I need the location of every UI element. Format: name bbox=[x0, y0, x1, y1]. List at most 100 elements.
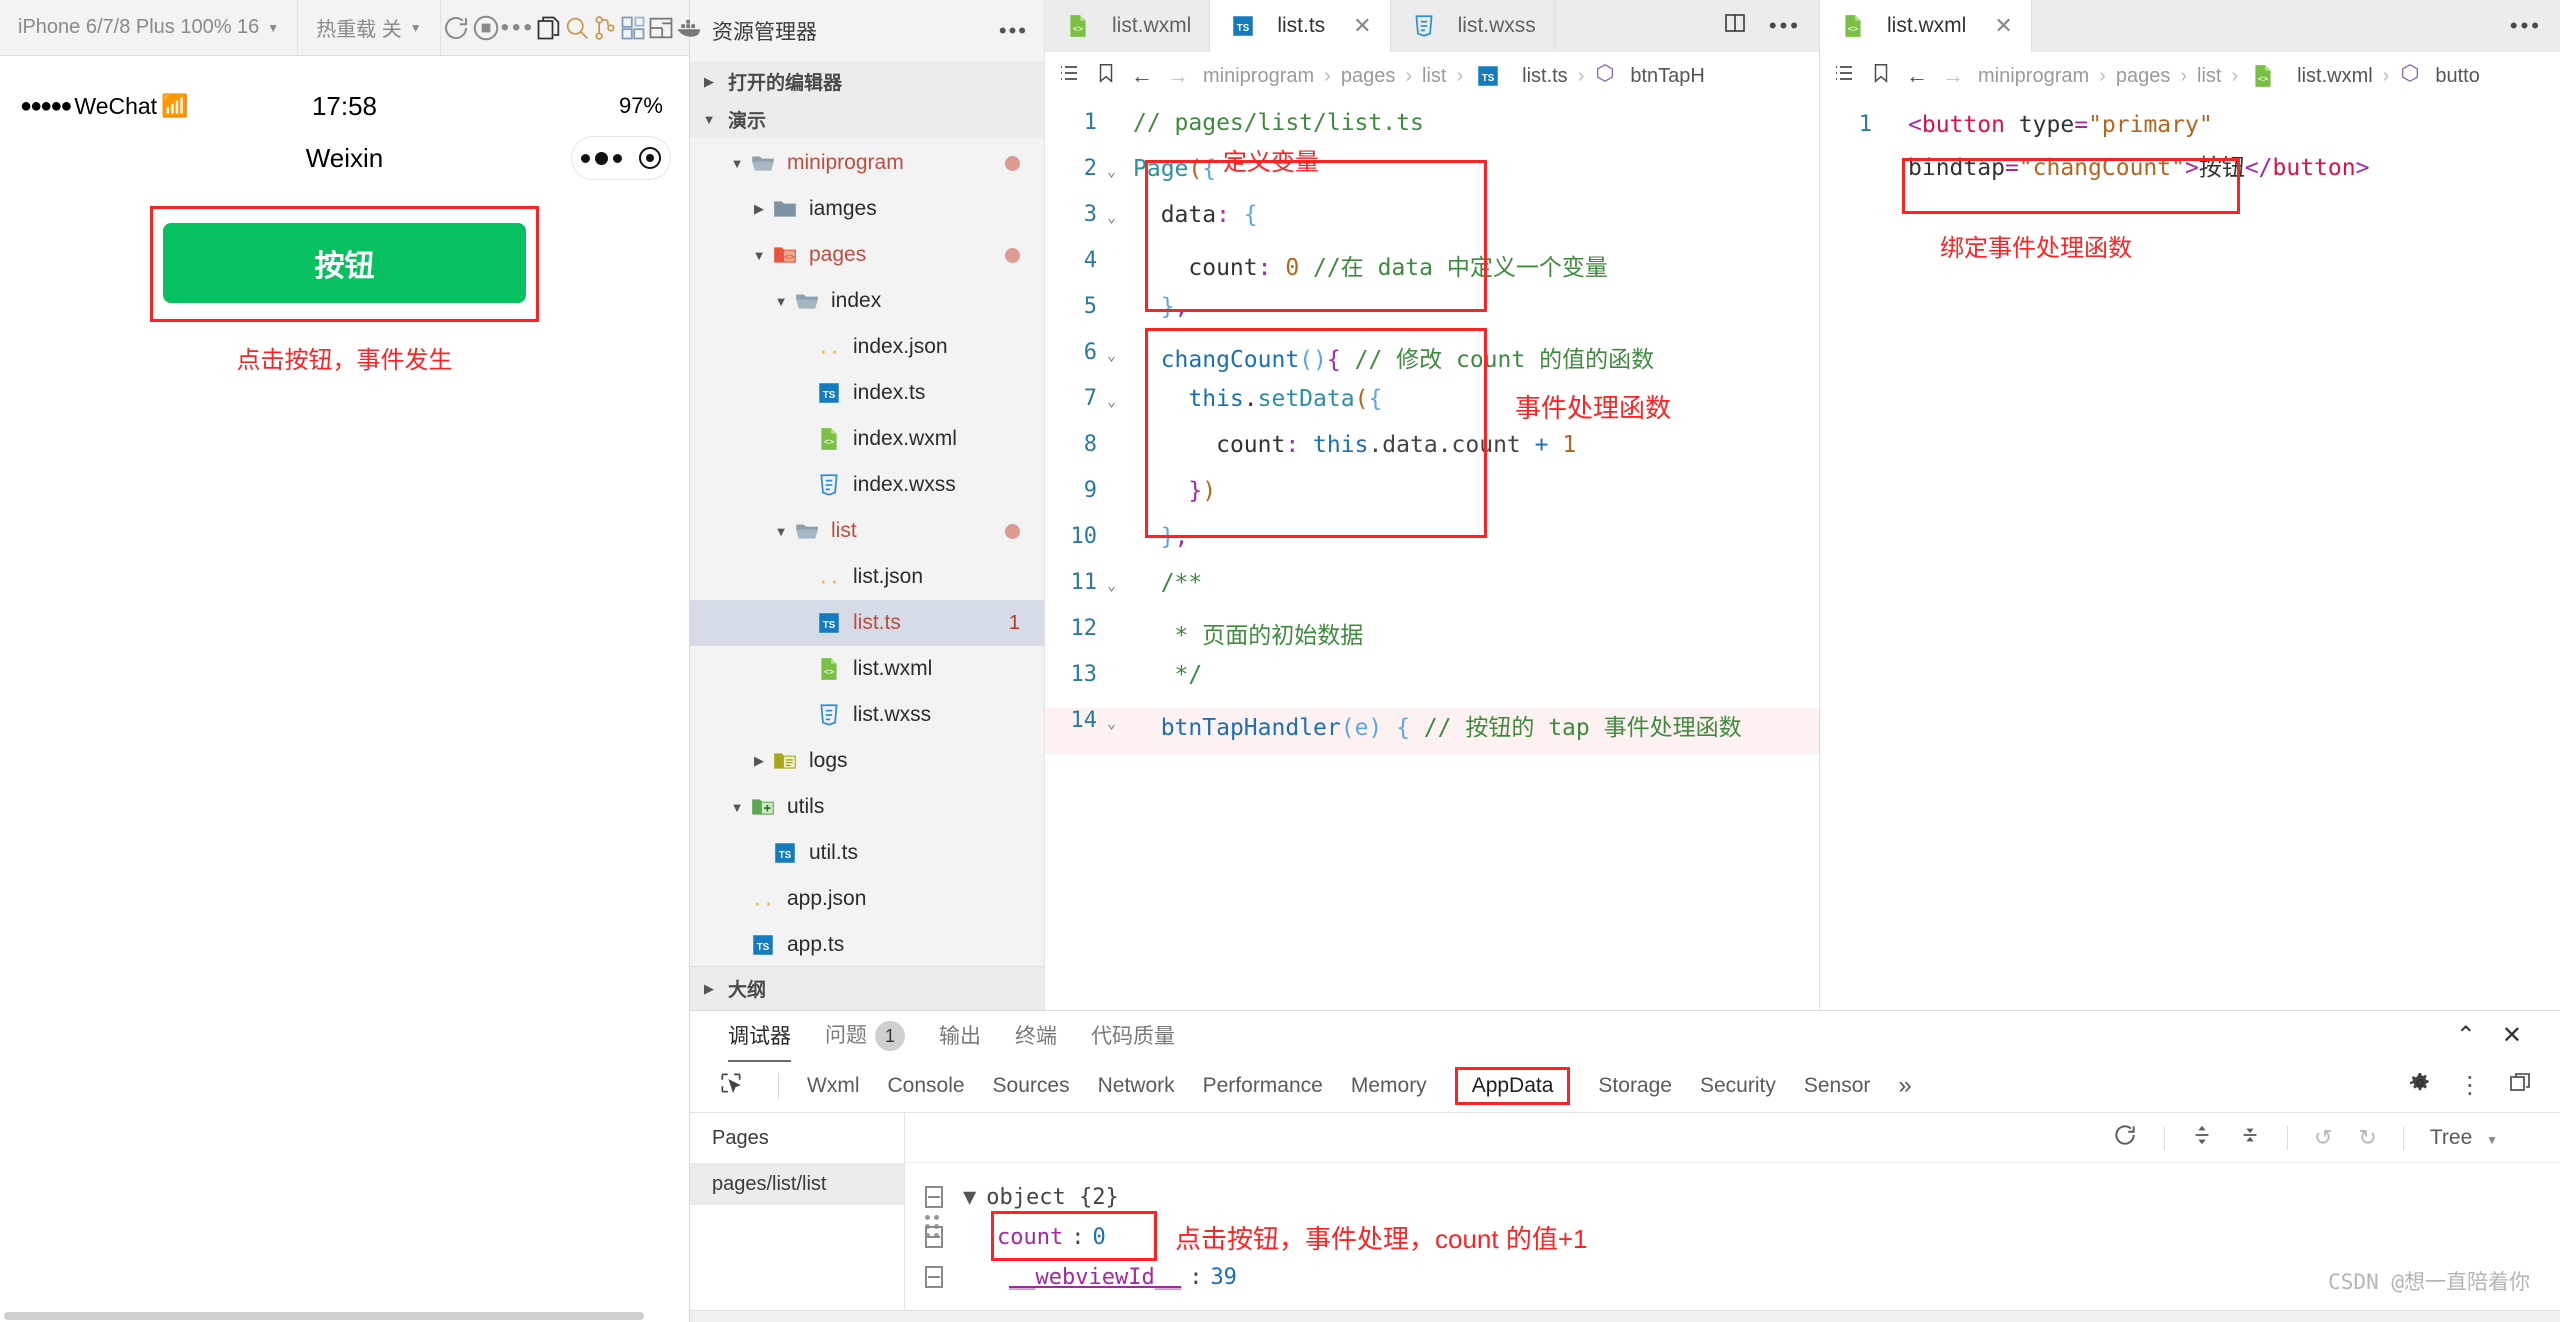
devtools-tab-security[interactable]: Security bbox=[1699, 1073, 1776, 1097]
breadcrumb-item[interactable]: list.ts bbox=[1522, 64, 1568, 87]
copy-files-icon[interactable] bbox=[535, 0, 563, 56]
chevron-down-icon[interactable]: ▼ bbox=[774, 293, 788, 309]
copy-row-icon[interactable] bbox=[905, 1186, 963, 1208]
chevron-right-icon[interactable]: ▶ bbox=[754, 753, 764, 768]
bookmark-icon[interactable] bbox=[1870, 62, 1892, 90]
code-area-right[interactable]: 1 <button type="primary" bindtap="changC… bbox=[1820, 100, 2560, 1010]
docker-icon[interactable] bbox=[675, 0, 705, 56]
tree-item-list-wxml[interactable]: <> list.wxml bbox=[690, 646, 1044, 692]
back-button[interactable]: ← bbox=[1131, 63, 1153, 88]
chevron-down-icon[interactable]: ▼ bbox=[963, 1184, 977, 1210]
breadcrumb-item[interactable]: list.wxml bbox=[2297, 64, 2373, 87]
layout-icon[interactable] bbox=[647, 0, 675, 56]
panel-tab-2[interactable]: 输出 bbox=[939, 1020, 981, 1050]
breadcrumb-item[interactable]: list bbox=[1422, 64, 1447, 87]
copy-row-icon[interactable] bbox=[905, 1266, 963, 1288]
close-tab-icon[interactable]: ✕ bbox=[1994, 13, 2013, 38]
devtools-tab-appdata[interactable]: AppData bbox=[1454, 1066, 1571, 1105]
hot-reload-selector[interactable]: 热重载 关 ▼ bbox=[298, 0, 441, 56]
panel-tab-1[interactable]: 问题 1 bbox=[825, 1019, 905, 1051]
devtools-tab-sensor[interactable]: Sensor bbox=[1803, 1073, 1871, 1097]
panel-tab-3[interactable]: 终端 bbox=[1015, 1020, 1057, 1050]
editor-tab-list-ts[interactable]: TS list.ts ✕ bbox=[1210, 0, 1391, 52]
devtools-tab-memory[interactable]: Memory bbox=[1350, 1073, 1427, 1097]
fold-indicator[interactable]: ⌄ bbox=[1107, 162, 1117, 180]
close-tab-icon[interactable]: ✕ bbox=[1353, 13, 1372, 38]
back-button[interactable]: ← bbox=[1906, 63, 1928, 88]
copy-row-icon[interactable] bbox=[905, 1226, 963, 1248]
list-outline-icon[interactable] bbox=[1057, 61, 1081, 91]
extensions-icon[interactable] bbox=[619, 0, 647, 56]
editor-tab-list-wxss[interactable]: list.wxss bbox=[1390, 0, 1555, 52]
appdata-root-row[interactable]: ▼ object {2} bbox=[905, 1177, 2560, 1217]
fold-indicator[interactable] bbox=[1107, 294, 1133, 300]
more-icon[interactable]: ••• bbox=[2509, 13, 2542, 38]
list-outline-icon[interactable] bbox=[1832, 61, 1856, 91]
devtools-tab-sources[interactable]: Sources bbox=[992, 1073, 1070, 1097]
page-list-item[interactable]: pages/list/list bbox=[690, 1163, 904, 1205]
breadcrumb-item[interactable]: butto bbox=[2435, 64, 2480, 87]
breadcrumb-item[interactable]: pages bbox=[1340, 64, 1396, 87]
devtools-tab-performance[interactable]: Performance bbox=[1202, 1073, 1323, 1097]
devtools-tab-console[interactable]: Console bbox=[887, 1073, 965, 1097]
breadcrumb-item[interactable]: miniprogram bbox=[1978, 64, 2090, 87]
breadcrumb-item[interactable]: miniprogram bbox=[1203, 64, 1315, 87]
tree-item-list-json[interactable]: {..} list.json bbox=[690, 554, 1044, 600]
section-outline[interactable]: ▶ 大纲 bbox=[690, 966, 1044, 1010]
tree-item-index[interactable]: ▼ index bbox=[690, 278, 1044, 324]
tree-item-logs[interactable]: ▶ logs bbox=[690, 738, 1044, 784]
source-control-icon[interactable] bbox=[591, 0, 619, 56]
collapse-all-icon[interactable] bbox=[2239, 1122, 2261, 1154]
view-mode-selector[interactable]: Tree ▼ bbox=[2429, 1125, 2498, 1149]
panel-tab-4[interactable]: 代码质量 bbox=[1091, 1020, 1175, 1050]
dock-panel-icon[interactable] bbox=[2508, 1071, 2532, 1101]
fold-indicator[interactable] bbox=[1107, 524, 1133, 530]
panel-tab-0[interactable]: 调试器 bbox=[728, 1020, 791, 1062]
fold-indicator[interactable]: ⌄ bbox=[1107, 576, 1117, 594]
appdata-row[interactable]: __webviewId__ : 39 bbox=[905, 1257, 2560, 1297]
inspect-element-icon[interactable] bbox=[718, 1070, 744, 1102]
more-icon[interactable]: ••• bbox=[998, 18, 1028, 43]
devtools-tab-storage[interactable]: Storage bbox=[1598, 1073, 1672, 1097]
appdata-row[interactable]: count : 0 点击按钮，事件处理，count 的值+1 bbox=[905, 1211, 2560, 1261]
overflow-tabs-icon[interactable]: » bbox=[1898, 1071, 1912, 1099]
bottom-scrollbar[interactable] bbox=[690, 1310, 2560, 1322]
redo-icon[interactable]: ↻ bbox=[2358, 1124, 2377, 1150]
tree-item-list[interactable]: ▼ list bbox=[690, 508, 1044, 554]
section-project[interactable]: ▼ 演示 bbox=[690, 100, 1044, 138]
close-icon[interactable]: ✕ bbox=[2501, 1021, 2522, 1049]
chevron-down-icon[interactable]: ▼ bbox=[752, 247, 766, 263]
tree-item-list-wxss[interactable]: list.wxss bbox=[690, 692, 1044, 738]
tree-item-list-ts[interactable]: TS list.ts 1 bbox=[690, 600, 1044, 646]
more-icon[interactable]: ••• bbox=[500, 13, 535, 41]
undo-icon[interactable]: ↺ bbox=[2313, 1124, 2333, 1150]
forward-button[interactable]: → bbox=[1167, 63, 1189, 88]
fold-indicator[interactable] bbox=[1107, 248, 1133, 254]
close-circle-icon[interactable] bbox=[639, 147, 662, 169]
fold-indicator[interactable]: ⌄ bbox=[1107, 392, 1117, 410]
kebab-menu-icon[interactable]: ⋮ bbox=[2458, 1071, 2482, 1099]
breadcrumb-item[interactable]: btnTapH bbox=[1630, 64, 1705, 87]
chevron-right-icon[interactable]: ▶ bbox=[754, 201, 764, 216]
fold-indicator[interactable]: ⌄ bbox=[1107, 714, 1117, 732]
code-area-left[interactable]: 1// pages/list/list.ts 2 ⌄ Page({3 ⌄ data: {… bbox=[1045, 100, 1819, 1010]
tree-item-index-ts[interactable]: TS index.ts bbox=[690, 370, 1044, 416]
bookmark-icon[interactable] bbox=[1095, 62, 1117, 90]
breadcrumb-item[interactable]: pages bbox=[2115, 64, 2171, 87]
gear-icon[interactable] bbox=[2408, 1071, 2432, 1101]
tree-item-miniprogram[interactable]: ▼ miniprogram bbox=[690, 140, 1044, 186]
chevron-down-icon[interactable]: ▼ bbox=[730, 155, 744, 171]
tree-item-app-json[interactable]: {..} app.json bbox=[690, 876, 1044, 922]
breadcrumb-item[interactable]: list bbox=[2197, 64, 2222, 87]
section-open-editors[interactable]: ▶ 打开的编辑器 bbox=[690, 62, 1044, 100]
tree-item-index-wxss[interactable]: index.wxss bbox=[690, 462, 1044, 508]
refresh-icon[interactable] bbox=[441, 0, 471, 56]
primary-button[interactable]: 按钮 bbox=[163, 223, 526, 303]
fold-indicator[interactable] bbox=[1107, 662, 1133, 668]
refresh-icon[interactable] bbox=[2112, 1122, 2138, 1154]
chevron-down-icon[interactable]: ▼ bbox=[774, 523, 788, 539]
tree-item-utils[interactable]: ▼ utils bbox=[690, 784, 1044, 830]
tree-item-index-json[interactable]: {..} index.json bbox=[690, 324, 1044, 370]
editor-tab-list-wxml[interactable]: <> list.wxml bbox=[1045, 0, 1211, 52]
simulator-scrollbar[interactable] bbox=[0, 1310, 690, 1322]
